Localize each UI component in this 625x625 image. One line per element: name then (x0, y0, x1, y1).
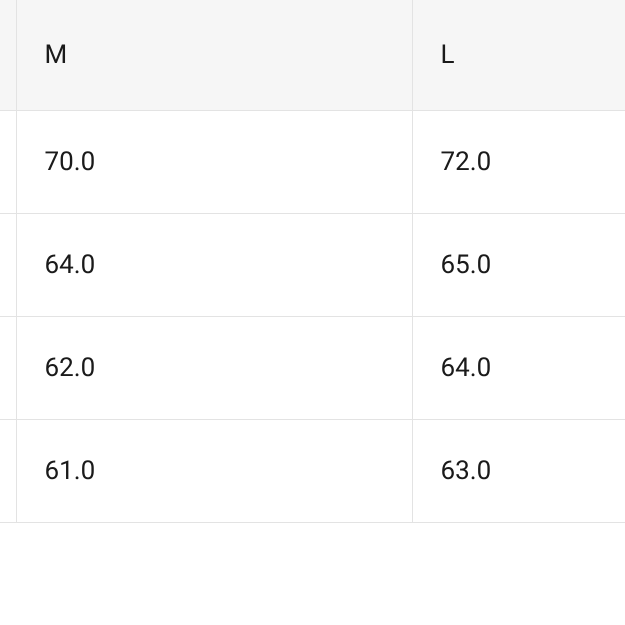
table-row: 70.0 72.0 (0, 111, 625, 214)
table-cell-l: 64.0 (412, 317, 625, 420)
table-header-l: L (412, 0, 625, 111)
table-header-stub (0, 0, 16, 111)
table-header-row: M L (0, 0, 625, 111)
size-table: M L 70.0 72.0 64.0 65.0 62.0 64.0 61.0 6… (0, 0, 625, 523)
table-row: 62.0 64.0 (0, 317, 625, 420)
table-cell-m: 64.0 (16, 214, 412, 317)
table-cell-m: 70.0 (16, 111, 412, 214)
table-cell-m: 61.0 (16, 420, 412, 523)
table-cell-stub (0, 214, 16, 317)
table-row: 61.0 63.0 (0, 420, 625, 523)
table-cell-stub (0, 111, 16, 214)
table-cell-l: 72.0 (412, 111, 625, 214)
table-cell-l: 63.0 (412, 420, 625, 523)
table-header-m: M (16, 0, 412, 111)
table-cell-stub (0, 317, 16, 420)
table-cell-stub (0, 420, 16, 523)
table-cell-m: 62.0 (16, 317, 412, 420)
table-row: 64.0 65.0 (0, 214, 625, 317)
table-cell-l: 65.0 (412, 214, 625, 317)
